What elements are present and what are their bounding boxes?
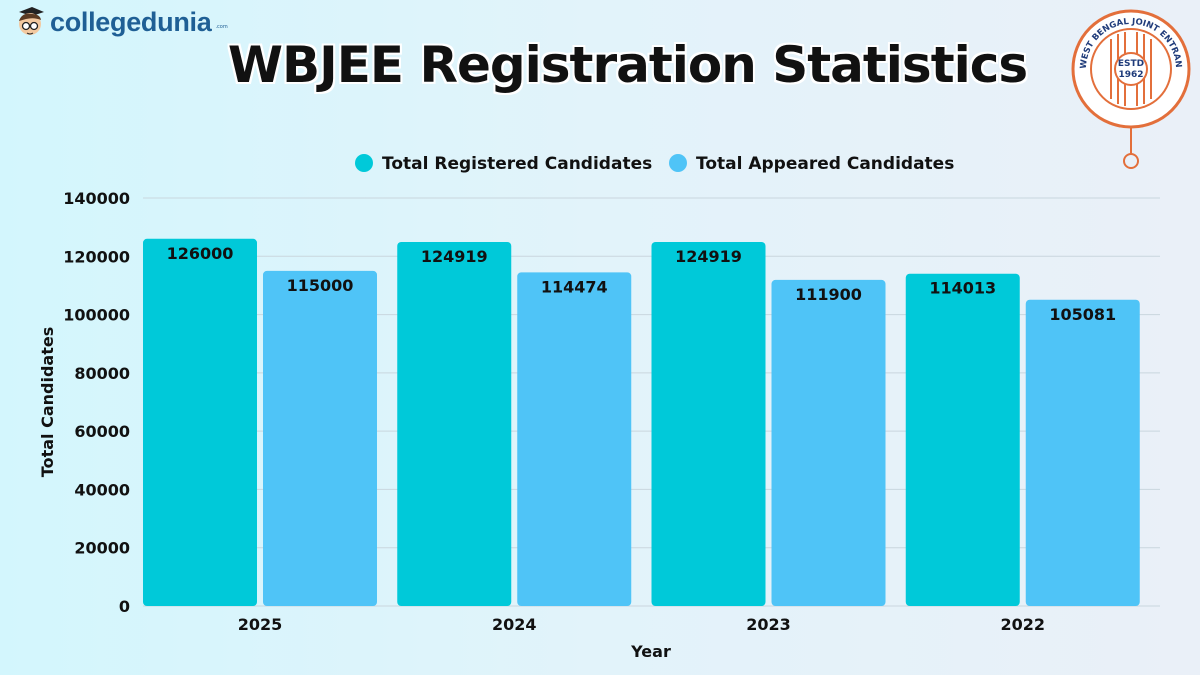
data-label: 114013 [929, 279, 996, 298]
y-tick-label: 0 [119, 597, 130, 616]
logo-text: collegedunia [50, 6, 212, 37]
x-tick-label: 2025 [238, 615, 283, 634]
data-label: 114474 [541, 277, 608, 296]
y-tick-label: 60000 [74, 422, 130, 441]
y-tick-label: 80000 [74, 364, 130, 383]
bar-appeared-2024 [517, 272, 632, 606]
data-label: 115000 [287, 276, 354, 295]
data-label: 126000 [167, 244, 234, 263]
collegedunia-logo: collegedunia .com [16, 6, 228, 38]
y-tick-label: 100000 [63, 306, 130, 325]
y-tick-label: 140000 [63, 189, 130, 208]
seal-year: 1962 [1118, 70, 1143, 80]
data-label: 124919 [675, 247, 742, 266]
x-tick-label: 2022 [1000, 615, 1045, 634]
x-tick-label: 2023 [746, 615, 791, 634]
bar-registered-2024 [397, 241, 512, 606]
legend-marker-registered [355, 154, 373, 172]
logo-suffix: .com [215, 24, 228, 30]
legend: Total Registered Candidates Total Appear… [355, 154, 954, 174]
y-axis-label: Total Candidates [38, 327, 57, 477]
legend-marker-appeared [669, 154, 687, 172]
y-tick-label: 120000 [63, 247, 130, 266]
bar-registered-2023 [651, 241, 766, 606]
bar-appeared-2022 [1025, 299, 1140, 606]
x-axis-label: Year [630, 642, 671, 661]
mascot-icon [19, 7, 44, 35]
bar-registered-2025 [143, 238, 257, 607]
bar-appeared-2023 [771, 279, 886, 606]
x-tick-label: 2024 [492, 615, 537, 634]
legend-label-appeared: Total Appeared Candidates [696, 154, 954, 174]
y-tick-label: 20000 [74, 539, 130, 558]
chart-title: WBJEE Registration Statistics [227, 36, 1028, 94]
wbjeeb-seal: ESTD 1962 WEST BENGAL JOINT ENTRANCE EXA… [1066, 4, 1191, 169]
bar-registered-2022 [905, 273, 1020, 606]
legend-label-registered: Total Registered Candidates [382, 154, 652, 174]
seal-estd: ESTD [1118, 59, 1144, 69]
data-label: 111900 [795, 285, 862, 304]
data-label: 124919 [421, 247, 488, 266]
y-tick-label: 40000 [74, 480, 130, 499]
data-label: 105081 [1049, 305, 1116, 324]
bar-appeared-2025 [263, 270, 377, 606]
